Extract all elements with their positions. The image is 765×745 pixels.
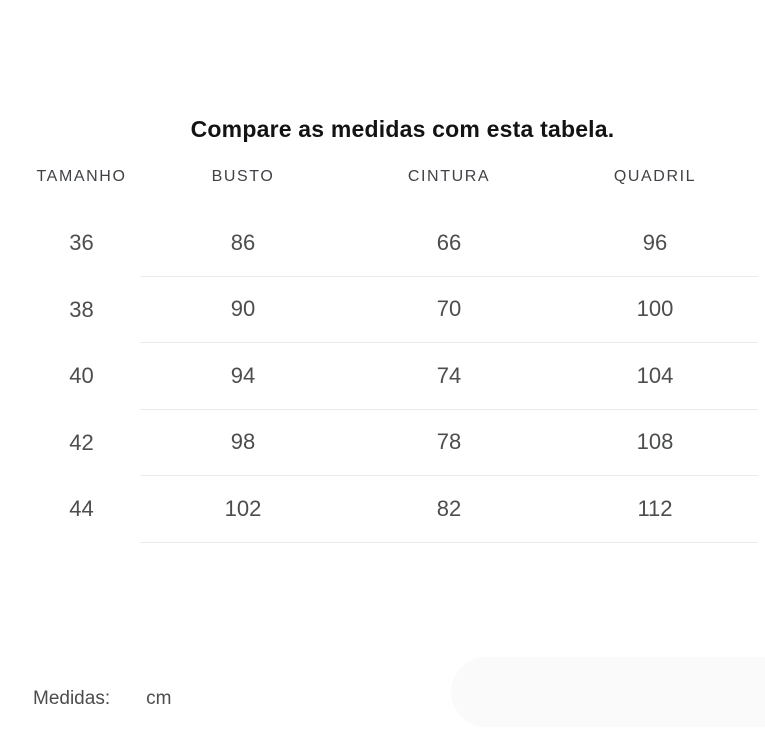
table-row: 44 102 82 112 [23,476,758,543]
table-row: 36 86 66 96 [23,210,758,277]
bottom-right-highlight [451,657,765,727]
table-cell-hip: 96 [552,210,758,277]
measurements-footer: Medidas: cm [0,688,765,710]
table-row: 40 94 74 104 [23,343,758,410]
table-cell-size: 42 [69,429,94,455]
table-cell-size: 40 [69,363,94,389]
table-cell-size: 44 [69,496,94,522]
column-header-quadril: QUADRIL [613,168,697,185]
column-header-tamanho: TAMANHO [36,168,127,185]
table-cell-hip: 108 [552,410,758,476]
table-header-row: TAMANHO BUSTO CINTURA QUADRIL [23,144,758,210]
size-guide-title: Compare as medidas com esta tabela. [190,116,615,142]
table-cell-bust: 98 [140,410,346,476]
measurements-unit: cm [146,687,172,709]
table-cell-size: 38 [69,296,94,322]
table-cell-hip: 104 [552,343,758,410]
table-row: 38 90 70 100 [23,277,758,343]
table-cell-bust: 94 [140,343,346,410]
table-cell-waist: 74 [346,343,552,410]
table-cell-bust: 90 [140,277,346,343]
table-cell-size: 36 [69,230,94,256]
measurements-label: Medidas: [33,687,111,709]
column-header-cintura: CINTURA [407,168,491,185]
table-cell-hip: 112 [552,476,758,543]
size-table: TAMANHO BUSTO CINTURA QUADRIL 36 86 66 9… [23,144,758,543]
table-cell-bust: 102 [140,476,346,543]
table-cell-waist: 70 [346,277,552,343]
table-row: 42 98 78 108 [23,410,758,476]
table-cell-hip: 100 [552,277,758,343]
table-cell-waist: 66 [346,210,552,277]
column-header-busto: BUSTO [211,168,275,185]
table-cell-bust: 86 [140,210,346,277]
table-cell-waist: 82 [346,476,552,543]
table-cell-waist: 78 [346,410,552,476]
